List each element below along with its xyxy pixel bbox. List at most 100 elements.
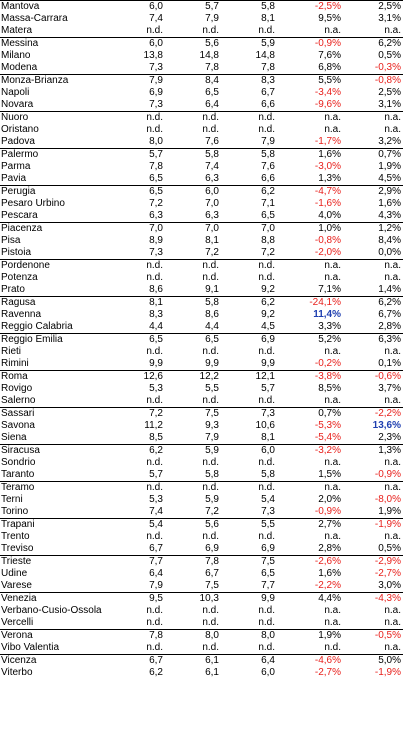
- value-year-3-cell: 6,6: [261, 99, 275, 110]
- province-name-cell: Verona: [0, 629, 105, 642]
- change-percent-2-cell: -2,7%: [374, 568, 401, 579]
- change-percent-1-cell: -3,2%: [277, 444, 343, 457]
- change-percent-2-cell: 1,3%: [343, 444, 403, 457]
- province-name-cell: Napoli: [1, 87, 30, 98]
- change-percent-2-cell: -1,9%: [374, 667, 401, 678]
- value-year-2-cell: n.d.: [202, 617, 219, 628]
- change-percent-1-cell: 6,8%: [318, 62, 341, 73]
- value-year-1-cell: 7,3: [149, 247, 163, 258]
- table-row: Treviso 6,7 6,9 6,9 2,8% 0,5%: [0, 543, 403, 556]
- value-year-2-cell: 5,8: [165, 296, 221, 309]
- change-percent-1-cell: 1,0%: [277, 222, 343, 235]
- province-name-cell: Trieste: [0, 555, 105, 568]
- value-year-2-cell: 7,0: [205, 198, 219, 209]
- value-year-2-cell: n.d.: [202, 395, 219, 406]
- value-year-1-cell: 7,3: [149, 62, 163, 73]
- province-name-cell: Piacenza: [0, 222, 105, 235]
- change-percent-1-cell: 11,4%: [313, 309, 341, 320]
- change-percent-2-cell: -0,9%: [374, 469, 401, 480]
- province-name-cell: Reggio Emilia: [0, 333, 105, 346]
- table-row: Rieti n.d. n.d. n.d. n.a. n.a.: [0, 346, 403, 358]
- value-year-3-cell: 6,6: [261, 173, 275, 184]
- value-year-1-cell: 6,7: [105, 654, 165, 667]
- table-row: Ravenna 8,3 8,6 9,2 11,4% 6,7%: [0, 309, 403, 321]
- value-year-1-cell: n.d.: [146, 617, 163, 628]
- table-row: Monza-Brianza 7,9 8,4 8,3 5,5% -0,8%: [0, 74, 403, 87]
- table-row: Pistoia 7,3 7,2 7,2 -2,0% 0,0%: [0, 247, 403, 260]
- value-year-2-cell: n.d.: [202, 531, 219, 542]
- value-year-3-cell: 6,5: [261, 210, 275, 221]
- province-name-cell: Roma: [0, 370, 105, 383]
- change-percent-1-cell: n.a.: [277, 111, 343, 124]
- table-row: Nuoro n.d. n.d. n.d. n.a. n.a.: [0, 111, 403, 124]
- change-percent-2-cell: n.a.: [384, 457, 401, 468]
- value-year-3-cell: 8,1: [261, 432, 275, 443]
- value-year-3-cell: 6,4: [221, 654, 277, 667]
- value-year-1-cell: 7,4: [149, 506, 163, 517]
- value-year-1-cell: n.d.: [146, 531, 163, 542]
- table-row: Verona 7,8 8,0 8,0 1,9% -0,5%: [0, 629, 403, 642]
- value-year-3-cell: n.d.: [258, 346, 275, 357]
- province-name-cell: Rovigo: [1, 383, 33, 394]
- value-year-1-cell: 7,3: [149, 99, 163, 110]
- province-name-cell: Rimini: [1, 358, 29, 369]
- change-percent-1-cell: -2,7%: [314, 667, 341, 678]
- value-year-1-cell: n.d.: [146, 642, 163, 653]
- province-name-cell: Sassari: [0, 407, 105, 420]
- change-percent-1-cell: n.a.: [277, 259, 343, 272]
- change-percent-1-cell: 2,7%: [277, 518, 343, 531]
- province-name-cell: Pavia: [1, 173, 27, 184]
- change-percent-2-cell: 3,1%: [378, 99, 401, 110]
- value-year-2-cell: 7,6: [205, 136, 219, 147]
- table-row: Terni 5,3 5,9 5,4 2,0% -8,0%: [0, 494, 403, 506]
- province-name-cell: Terni: [1, 494, 23, 505]
- table-row: Udine 6,4 6,7 6,5 1,6% -2,7%: [0, 568, 403, 580]
- value-year-1-cell: 7,9: [105, 74, 165, 87]
- change-percent-2-cell: 2,8%: [378, 321, 401, 332]
- value-year-3-cell: 7,8: [261, 62, 275, 73]
- value-year-1-cell: 6,5: [105, 333, 165, 346]
- province-name-cell: Padova: [1, 136, 35, 147]
- change-percent-2-cell: -0,8%: [343, 74, 403, 87]
- table-row: Pescara 6,3 6,3 6,5 4,0% 4,3%: [0, 210, 403, 223]
- change-percent-1-cell: n.d.: [324, 642, 341, 653]
- change-percent-2-cell: n.a.: [343, 259, 403, 272]
- value-year-3-cell: 7,9: [261, 136, 275, 147]
- value-year-2-cell: n.d.: [202, 124, 219, 135]
- value-year-3-cell: 6,9: [221, 333, 277, 346]
- province-name-cell: Parma: [1, 161, 31, 172]
- change-percent-2-cell: 1,9%: [378, 161, 401, 172]
- change-percent-2-cell: 3,0%: [378, 580, 401, 591]
- province-name-cell: Rieti: [1, 346, 22, 357]
- value-year-2-cell: 6,1: [165, 654, 221, 667]
- value-year-2-cell: 6,3: [205, 210, 219, 221]
- change-percent-1-cell: 7,6%: [318, 50, 341, 61]
- value-year-1-cell: n.d.: [146, 25, 163, 36]
- province-name-cell: Sondrio: [1, 457, 36, 468]
- value-year-3-cell: 7,1: [261, 198, 275, 209]
- table-row: Salerno n.d. n.d. n.d. n.a. n.a.: [0, 395, 403, 408]
- change-percent-2-cell: 0,7%: [343, 148, 403, 161]
- value-year-3-cell: 6,2: [221, 296, 277, 309]
- value-year-1-cell: 8,0: [149, 136, 163, 147]
- change-percent-1-cell: -24,1%: [277, 296, 343, 309]
- value-year-2-cell: n.d.: [165, 111, 221, 124]
- value-year-2-cell: 7,4: [205, 161, 219, 172]
- value-year-3-cell: 7,2: [261, 247, 275, 258]
- province-name-cell: Modena: [1, 62, 38, 73]
- value-year-2-cell: 7,5: [165, 407, 221, 420]
- value-year-2-cell: 8,1: [205, 235, 219, 246]
- table-row: Potenza n.d. n.d. n.d. n.a. n.a.: [0, 272, 403, 284]
- value-year-2-cell: n.d.: [202, 272, 219, 283]
- change-percent-1-cell: 2,0%: [318, 494, 341, 505]
- change-percent-1-cell: 9,5%: [318, 13, 341, 24]
- province-name-cell: Vibo Valentia: [1, 642, 60, 653]
- change-percent-1-cell: 5,5%: [277, 74, 343, 87]
- value-year-3-cell: 5,8: [221, 0, 277, 13]
- change-percent-2-cell: 0,0%: [378, 247, 401, 258]
- change-percent-2-cell: 3,2%: [378, 136, 401, 147]
- change-percent-2-cell: 1,2%: [343, 222, 403, 235]
- value-year-2-cell: 7,2: [205, 247, 219, 258]
- value-year-1-cell: 5,7: [149, 469, 163, 480]
- value-year-2-cell: 5,9: [165, 444, 221, 457]
